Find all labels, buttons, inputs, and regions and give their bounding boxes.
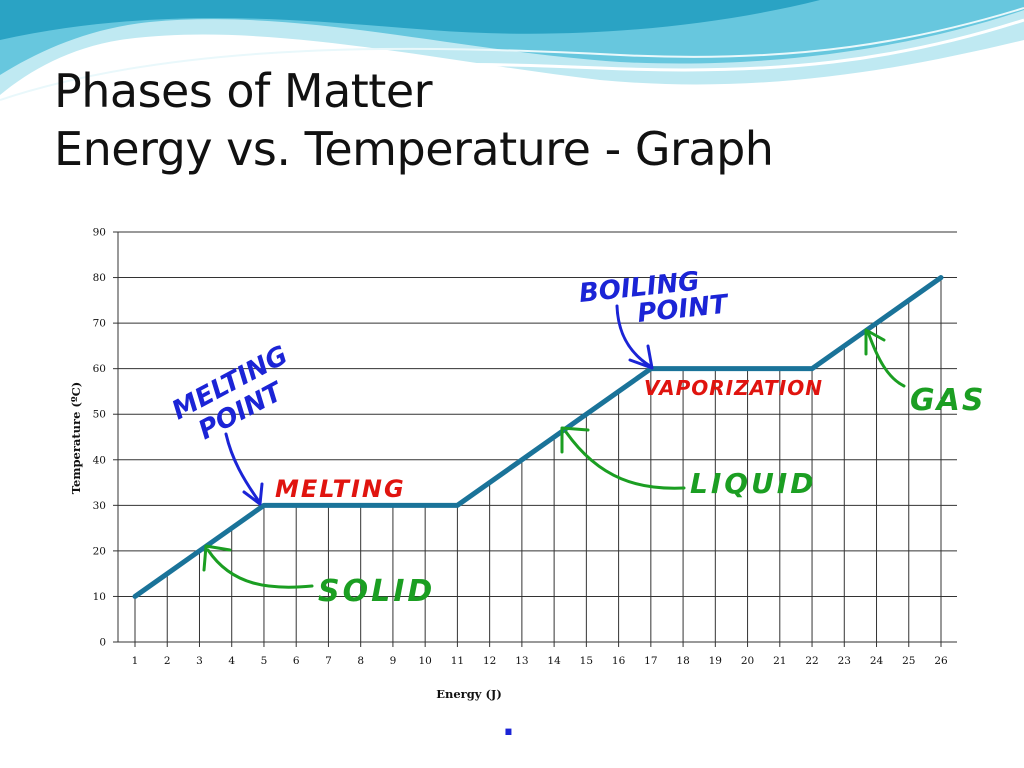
x-tick-label: 5 (261, 655, 268, 667)
liquid-arrow (560, 426, 686, 490)
vaporization-annotation: VAPORIZATION (644, 376, 823, 400)
y-tick-label: 10 (93, 591, 106, 603)
y-tick-label: 20 (93, 545, 106, 557)
x-tick-label: 18 (676, 655, 689, 667)
x-tick-label: 23 (838, 655, 851, 667)
x-tick-label: 2 (164, 655, 171, 667)
x-tick-label: 12 (483, 655, 496, 667)
x-tick-labels: 1 2 3 4 5 6 7 8 9 10 11 12 13 14 15 16 17 18 19 20 21 22 23 24 2… (132, 655, 948, 667)
footer-dot: . (502, 704, 515, 744)
x-tick-label: 19 (709, 655, 722, 667)
wave-white-line (19, 18, 1024, 114)
y-tick-label: 90 (93, 227, 106, 239)
wave-white-line-2 (0, 7, 1024, 101)
vertical-droplines (134, 277, 942, 647)
x-axis-title: Energy (J) (436, 687, 502, 701)
y-tick-label: 0 (99, 637, 106, 649)
axes (113, 231, 957, 643)
header-waves (0, 0, 1024, 114)
x-tick-label: 14 (547, 655, 561, 667)
solid-annotation: SOLID (318, 574, 435, 609)
x-tick-label: 21 (773, 655, 786, 667)
title-line-1: Phases of Matter (54, 64, 433, 118)
melting-annotation: MELTING (275, 475, 406, 503)
series-layer (132, 275, 944, 599)
x-tick-label: 20 (741, 655, 754, 667)
x-tick-label: 26 (934, 655, 948, 667)
x-tick-label: 16 (612, 655, 626, 667)
x-tick-label: 17 (644, 655, 657, 667)
melting-point-annotation: MELTINGPOINT (167, 340, 307, 452)
title-line-2: Energy vs. Temperature - Graph (54, 122, 774, 176)
x-tick-label: 3 (196, 655, 203, 667)
x-tick-label: 6 (293, 655, 300, 667)
x-tick-label: 11 (451, 655, 464, 667)
gas-annotation: GAS (910, 383, 985, 418)
wave-deep (0, 0, 820, 40)
gas-arrow (864, 328, 906, 388)
heating-curve-line (132, 275, 944, 599)
x-tick-label: 9 (390, 655, 397, 667)
y-tick-label: 60 (93, 363, 106, 375)
y-tick-label: 30 (93, 500, 106, 512)
horizontal-gridlines (118, 231, 957, 643)
x-tick-label: 10 (418, 655, 431, 667)
slide-title: Phases of Matter Energy vs. Temperature … (54, 62, 774, 178)
x-tick-label: 13 (515, 655, 528, 667)
y-tick-label: 80 (93, 272, 106, 284)
y-axis-title: Temperature (ºC) (69, 382, 83, 494)
x-tick-label: 1 (132, 655, 139, 667)
solid-arrow (202, 544, 314, 589)
annotations-layer: MELTINGPOINT MELTING SOLID BOILINGPOINT VAPO… (167, 264, 985, 609)
y-tick-label: 70 (93, 318, 106, 330)
y-tick-label: 50 (93, 409, 106, 421)
y-tick-labels: 0 10 20 30 40 50 60 70 80 90 (93, 227, 106, 649)
boiling-point-arrow (615, 304, 654, 370)
melting-point-arrow (224, 432, 264, 506)
x-tick-label: 24 (870, 655, 884, 667)
x-tick-label: 8 (357, 655, 364, 667)
x-tick-label: 7 (325, 655, 332, 667)
x-tick-label: 15 (580, 655, 593, 667)
y-tick-label: 40 (93, 454, 106, 466)
x-tick-label: 4 (228, 655, 235, 667)
boiling-point-annotation: BOILINGPOINT (578, 264, 732, 335)
x-tick-label: 22 (805, 655, 818, 667)
x-tick-label: 25 (902, 655, 915, 667)
liquid-annotation: LIQUID (690, 467, 816, 500)
wave-mid (0, 0, 1024, 75)
